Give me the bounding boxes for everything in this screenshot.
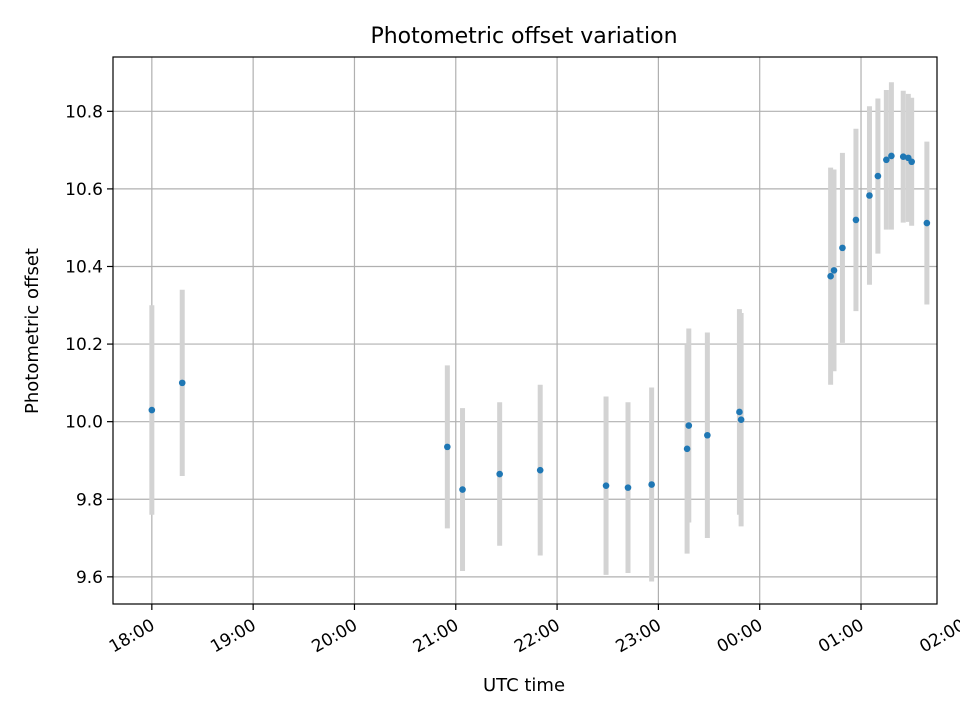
data-point xyxy=(908,158,915,166)
x-tick-label: 01:00 xyxy=(815,615,867,657)
x-tick-label: 21:00 xyxy=(410,615,462,657)
data-point xyxy=(178,379,186,387)
data-point xyxy=(736,408,743,416)
data-point xyxy=(624,484,632,491)
data-point xyxy=(648,481,655,488)
data-point xyxy=(602,482,610,489)
x-tick-label: 22:00 xyxy=(511,615,563,657)
y-tick-label: 10.4 xyxy=(65,257,103,277)
data-point xyxy=(888,152,895,160)
data-point xyxy=(685,422,693,429)
x-tick-label: 00:00 xyxy=(714,615,766,657)
x-tick-label: 20:00 xyxy=(309,615,361,657)
data-point xyxy=(830,267,838,274)
data-point xyxy=(883,156,890,164)
y-axis-label: Photometric offset xyxy=(22,248,43,414)
x-tick-label: 02:00 xyxy=(916,615,960,657)
data-point xyxy=(536,466,544,474)
data-point xyxy=(866,192,873,199)
data-point xyxy=(459,486,466,493)
y-tick-label: 10.8 xyxy=(65,102,103,122)
plot-frame xyxy=(112,56,938,605)
x-axis-label: UTC time xyxy=(483,675,565,696)
y-tick-label: 10.0 xyxy=(65,413,103,433)
x-tick-label: 23:00 xyxy=(612,615,664,657)
y-tick-label: 9.8 xyxy=(76,490,103,510)
data-point xyxy=(148,406,156,414)
data-point xyxy=(852,216,860,224)
data-point xyxy=(737,416,745,424)
chart-title: Photometric offset variation xyxy=(370,24,677,49)
error-bars xyxy=(149,82,930,582)
data-point xyxy=(704,431,711,439)
y-axis-ticks: 9.6 9.8 10.0 10.2 10.4 10.6 10.8 xyxy=(65,102,113,588)
x-axis-ticks: 18:00 19:00 20:00 21:00 22:00 23:00 00:00 01:00… xyxy=(106,604,960,657)
data-point xyxy=(923,219,931,227)
x-tick-label: 19:00 xyxy=(207,615,259,657)
data-point xyxy=(444,443,451,451)
x-tick-label: 18:00 xyxy=(106,615,158,657)
data-point xyxy=(827,272,834,280)
y-tick-label: 10.2 xyxy=(65,335,103,355)
grid-lines xyxy=(113,57,937,604)
data-point xyxy=(496,470,503,478)
data-point xyxy=(839,244,846,252)
data-point xyxy=(899,153,907,161)
data-point xyxy=(683,445,691,453)
data-point xyxy=(874,172,882,180)
y-tick-label: 10.6 xyxy=(65,180,103,200)
y-tick-label: 9.6 xyxy=(76,568,103,588)
data-points xyxy=(148,152,931,493)
